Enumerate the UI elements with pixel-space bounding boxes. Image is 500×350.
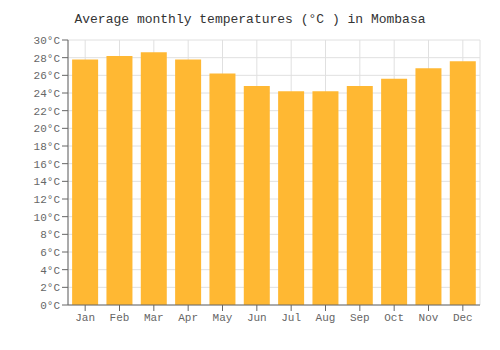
svg-text:10°C: 10°C bbox=[34, 212, 61, 224]
svg-text:May: May bbox=[213, 312, 233, 324]
svg-text:20°C: 20°C bbox=[34, 123, 61, 135]
svg-text:16°C: 16°C bbox=[34, 159, 61, 171]
svg-text:Jul: Jul bbox=[281, 312, 301, 324]
svg-text:Aug: Aug bbox=[316, 312, 336, 324]
svg-text:Feb: Feb bbox=[110, 312, 130, 324]
svg-text:Jan: Jan bbox=[75, 312, 95, 324]
svg-text:24°C: 24°C bbox=[34, 88, 61, 100]
svg-text:Dec: Dec bbox=[453, 312, 473, 324]
svg-text:Oct: Oct bbox=[384, 312, 404, 324]
svg-text:Jun: Jun bbox=[247, 312, 267, 324]
svg-text:Sep: Sep bbox=[350, 312, 370, 324]
svg-text:Mar: Mar bbox=[144, 312, 164, 324]
svg-text:14°C: 14°C bbox=[34, 176, 61, 188]
svg-text:30°C: 30°C bbox=[34, 35, 61, 47]
svg-text:2°C: 2°C bbox=[40, 282, 60, 294]
svg-text:0°C: 0°C bbox=[40, 300, 60, 312]
svg-text:8°C: 8°C bbox=[40, 229, 60, 241]
svg-text:Nov: Nov bbox=[419, 312, 439, 324]
svg-text:22°C: 22°C bbox=[34, 106, 61, 118]
svg-text:28°C: 28°C bbox=[34, 53, 61, 65]
svg-text:4°C: 4°C bbox=[40, 265, 60, 277]
svg-text:12°C: 12°C bbox=[34, 194, 61, 206]
svg-text:Apr: Apr bbox=[178, 312, 198, 324]
html-text:Average monthly temperatures (: Average monthly temperatures (°C ) in Mo… bbox=[74, 12, 426, 27]
svg-text:26°C: 26°C bbox=[34, 70, 61, 82]
svg-text:6°C: 6°C bbox=[40, 247, 60, 259]
svg-text:18°C: 18°C bbox=[34, 141, 61, 153]
